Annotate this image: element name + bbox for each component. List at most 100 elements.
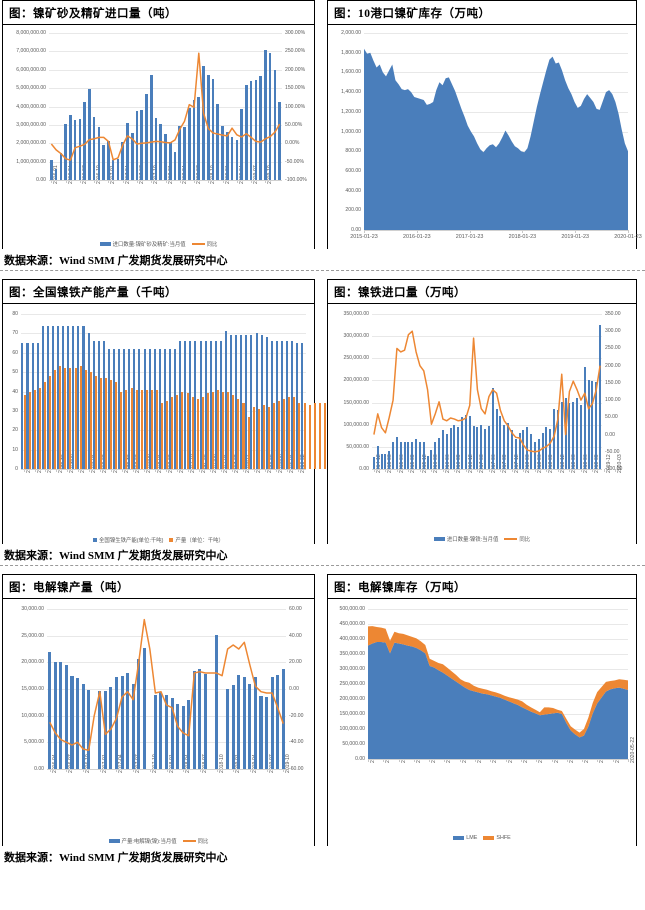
legend-line-swatch [191, 242, 205, 246]
legend-item[interactable]: 产量:电解镍(镍):当月值 [108, 837, 177, 845]
bar [499, 415, 502, 469]
y-axis-tick-label: 20,000.00 [21, 659, 44, 666]
x-axis-tick [133, 469, 135, 472]
chart-row-3: 图：电解镍产量（吨） 0.00 5,000.00 10,000.00 15,000.0… [0, 574, 645, 849]
bar [541, 432, 544, 469]
bar [74, 368, 77, 469]
bar [560, 401, 563, 469]
bar [453, 424, 456, 469]
bar [206, 393, 209, 469]
y-axis-tick-label: 50,000.00 [346, 443, 369, 450]
y-axis-tick-label: 0.00 [34, 766, 44, 772]
bar [503, 424, 506, 469]
bar [403, 441, 406, 469]
bar [245, 335, 248, 469]
legend-item[interactable]: 进口数量:镍铁:当月值 [433, 535, 498, 543]
bar [81, 683, 85, 769]
legend-item[interactable]: SHFE [483, 835, 511, 841]
x-axis-tick [94, 180, 96, 183]
x-axis-tick-label: 2020-01-23 [614, 234, 642, 240]
y-axis-tick-label: 800.00 [345, 148, 361, 155]
bar [140, 109, 144, 180]
panel-title: 图：10港口镍矿库存（万吨） [328, 1, 636, 25]
bar [198, 669, 202, 769]
bar [556, 410, 559, 469]
x-axis-tick [100, 469, 102, 472]
chart-plot-area: 0.00 50,000.00 100,000.00 150,000.00 200,000… [328, 304, 636, 547]
x-axis-tick [364, 230, 365, 233]
bar [148, 348, 151, 469]
bar [187, 108, 191, 180]
bar [564, 398, 567, 469]
gridline [372, 314, 602, 315]
y-axis-tick-label: 8,000,000.00 [16, 30, 46, 36]
bar [197, 97, 201, 180]
chart-legend: 进口数量:镍铁:当月值 同比 [328, 535, 636, 543]
bar [120, 675, 124, 769]
y-axis-tick-label: 350,000.00 [339, 651, 366, 657]
bar [553, 409, 556, 469]
y-axis-tick-label: 10 [12, 446, 18, 453]
x-axis-tick [628, 759, 629, 762]
legend-item[interactable]: 产量（单位：千吨） [169, 536, 224, 544]
x-axis-tick [536, 759, 538, 762]
gridline [21, 333, 306, 335]
bar [145, 389, 148, 469]
bar [88, 89, 91, 180]
bar [135, 389, 138, 469]
x-axis-tick [194, 180, 196, 183]
bar [64, 124, 67, 180]
bar [201, 397, 204, 469]
x-axis-tick [459, 759, 461, 762]
bar [143, 348, 146, 469]
x-axis-tick [122, 469, 124, 472]
bar [113, 348, 116, 469]
y2-axis-tick-label: -60.00 [289, 766, 304, 772]
y-axis-tick-label: 10,000.00 [21, 712, 44, 719]
bar [178, 125, 182, 180]
bar [242, 677, 246, 769]
y2-axis-tick-label: 150.00 [605, 379, 621, 386]
y2-axis-tick-label: 150.00% [285, 85, 306, 92]
legend-item[interactable]: 同比 [191, 240, 217, 248]
panel-port-ore-inventory: 图：10港口镍矿库存（万吨） 0.00 200.00 400.00 600.00 800… [327, 0, 642, 252]
bar [247, 416, 250, 469]
bar [464, 414, 467, 469]
bar [102, 341, 105, 469]
bar [209, 341, 212, 469]
bar [434, 441, 437, 469]
bar [260, 335, 263, 469]
legend-item[interactable]: 全国镍生铁产能(单位:千吨) [93, 536, 163, 544]
bar [202, 66, 205, 180]
x-axis-tick [23, 469, 25, 472]
bar [120, 391, 123, 469]
legend-label: LME [466, 835, 478, 841]
legend-item[interactable]: LME [453, 835, 477, 841]
bar [84, 370, 87, 469]
x-axis-tick [242, 469, 244, 472]
legend-item[interactable]: 进口数量:镍矿砂及精矿:当月值 [99, 240, 186, 248]
gridline [364, 170, 628, 172]
x-axis-tick [265, 180, 267, 183]
bar [196, 399, 199, 469]
legend-item[interactable]: 同比 [182, 837, 208, 845]
legend-color-swatch [93, 538, 98, 542]
legend-item[interactable]: 同比 [504, 535, 530, 543]
y2-axis-tick-label: 0.00 [289, 686, 299, 692]
bar [107, 141, 110, 180]
x-axis-tick [580, 469, 582, 472]
x-axis-tick [603, 469, 605, 472]
bar [183, 126, 186, 180]
x-axis-tick [222, 180, 224, 183]
y-axis-tick-label: 50,000.00 [342, 741, 365, 747]
bar [487, 426, 490, 469]
x-axis-tick [111, 469, 113, 472]
x-axis-tick [231, 469, 233, 472]
bar [204, 341, 207, 469]
y-axis-tick-label: 1,600.00 [341, 69, 361, 76]
bar [273, 403, 276, 469]
y-axis-tick-label: 200,000.00 [339, 696, 366, 702]
bar [226, 132, 229, 180]
x-axis-tick [220, 469, 222, 472]
bar [64, 368, 67, 469]
